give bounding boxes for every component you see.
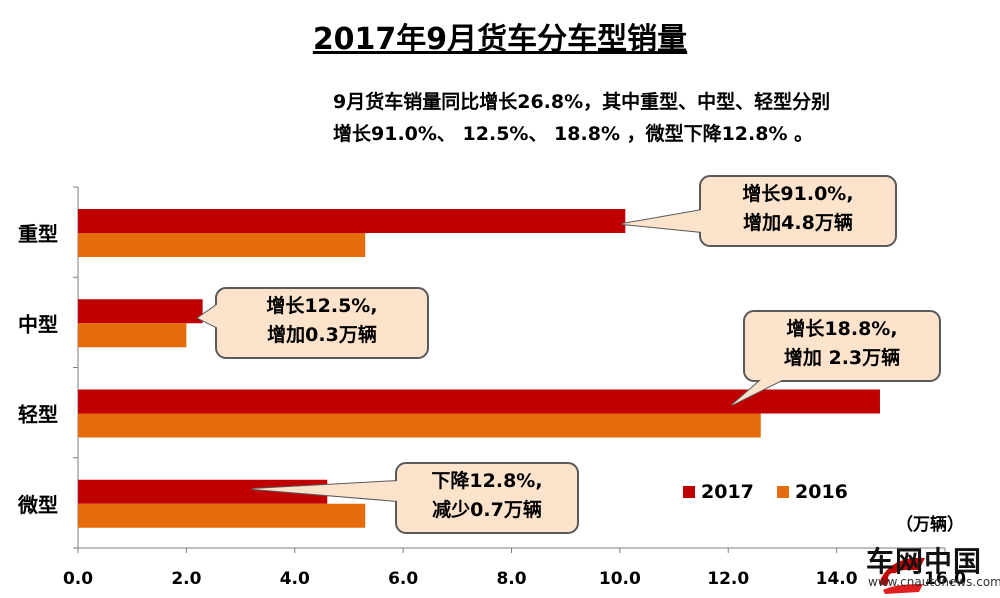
summary-text: 9月货车销量同比增长26.8%，其中重型、中型、轻型分别 增长91.0%、 12… — [333, 86, 830, 150]
bar-2016-3 — [78, 503, 366, 528]
chart-title: 2017年9月货车分车型销量 — [312, 22, 688, 57]
legend-label-2017: 2017 — [701, 481, 754, 503]
bar-2017-1 — [78, 299, 203, 324]
bar-2016-0 — [78, 233, 366, 257]
callout-light-bubble-pointer-fill — [732, 379, 784, 405]
callout-light-bubble — [743, 310, 941, 382]
category-label: 微型 — [17, 493, 58, 517]
callout-light-line-2: 增加 2.3万辆 — [783, 347, 901, 369]
unit-label: （万辆） — [896, 514, 964, 535]
callout-mini-line-2: 减少0.7万辆 — [432, 499, 542, 521]
callout-mini-bubble-pointer-fill — [252, 481, 398, 501]
bar-2016-2 — [78, 413, 761, 438]
category-label: 轻型 — [18, 403, 58, 427]
callout-medium-bubble-pointer-fill — [198, 304, 218, 328]
callout-heavy-line-2: 增加4.8万辆 — [743, 212, 853, 234]
callout-heavy-text: 增长91.0%, 增加4.8万辆 — [700, 180, 896, 238]
logo-mark-icon — [879, 558, 925, 594]
logo-name: 车网中国 — [866, 545, 983, 578]
legend-swatch-2017 — [683, 486, 695, 498]
summary-line-1: 9月货车销量同比增长26.8%，其中重型、中型、轻型分别 — [333, 91, 831, 113]
x-tick-label: 16.0 — [924, 569, 966, 589]
x-tick-label: 2.0 — [171, 569, 201, 589]
bar-2017-0 — [78, 209, 626, 233]
x-tick-label: 8.0 — [496, 569, 526, 589]
x-tick-label: 0.0 — [63, 569, 93, 589]
callout-medium-line-1: 增长12.5%, — [266, 295, 378, 317]
legend-label-2016: 2016 — [795, 481, 848, 503]
callout-medium-line-2: 增加0.3万辆 — [267, 324, 377, 346]
callout-mini-line-1: 下降12.8%, — [431, 470, 543, 492]
category-label: 重型 — [18, 222, 58, 246]
callout-heavy-line-1: 增长91.0%, — [742, 183, 854, 205]
callout-heavy-bubble-pointer-fill — [622, 210, 702, 232]
x-tick-label: 12.0 — [707, 569, 749, 589]
callout-light-line-1: 增长18.8%, — [786, 318, 898, 340]
category-label: 中型 — [18, 312, 58, 336]
callout-light-text: 增长18.8%, 增加 2.3万辆 — [744, 315, 940, 373]
summary-line-2: 增长91.0%、 12.5%、 18.8% ，微型下降12.8% 。 — [333, 123, 814, 145]
legend-swatch-2016 — [777, 486, 789, 498]
x-tick-label: 6.0 — [388, 569, 418, 589]
x-tick-label: 14.0 — [816, 569, 858, 589]
bar-2017-2 — [78, 389, 880, 414]
bar-2016-1 — [78, 323, 187, 348]
x-tick-label: 4.0 — [280, 569, 310, 589]
callout-medium-text: 增长12.5%, 增加0.3万辆 — [216, 292, 428, 350]
x-tick-label: 10.0 — [599, 569, 641, 589]
logo-url: www.cnautonews.com — [868, 575, 1000, 589]
callout-mini-text: 下降12.8%, 减少0.7万辆 — [396, 467, 578, 525]
